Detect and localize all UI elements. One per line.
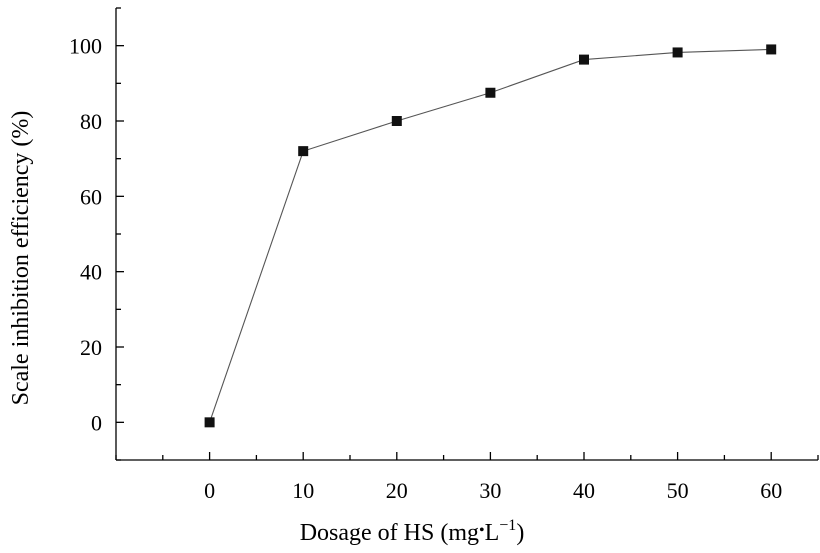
x-axis-title: Dosage of HS (mg•L−1) [300,517,525,546]
y-tick-label: 100 [69,34,102,59]
data-point-marker [579,54,589,65]
ticks [115,7,819,461]
data-point-marker [485,87,496,98]
x-tick-label: 50 [667,478,689,503]
data-point-marker [204,417,215,428]
y-tick-label: 0 [91,410,102,435]
x-axis-title-sup: −1 [499,517,516,534]
x-tick-label: 30 [479,478,501,503]
y-axis-title: Scale inhibition efficiency (%) [8,111,34,406]
x-axis-title-main: Dosage of HS (mg [300,520,479,546]
x-tick-label: 20 [386,478,408,503]
series [204,44,777,428]
x-axis-title-unit: L [485,520,500,546]
axes [115,8,818,461]
x-axis-title-close: ) [516,520,524,546]
data-point-marker [766,44,777,55]
y-tick-label: 40 [80,260,102,285]
data-point-marker [672,47,683,58]
x-tick-label: 10 [292,478,314,503]
y-tick-label: 20 [80,335,102,360]
y-tick-label: 80 [80,109,102,134]
x-tick-label: 60 [760,478,782,503]
x-tick-label: 40 [573,478,595,503]
data-point-marker [298,146,309,157]
series-line [209,48,772,423]
x-axis-title-dot: • [479,522,485,539]
data-point-marker [391,116,402,126]
y-tick-label: 60 [80,184,102,209]
tick-labels: 0 20 40 60 80 100 0 10 20 30 40 50 60 [69,34,782,503]
x-tick-label: 0 [204,478,215,503]
